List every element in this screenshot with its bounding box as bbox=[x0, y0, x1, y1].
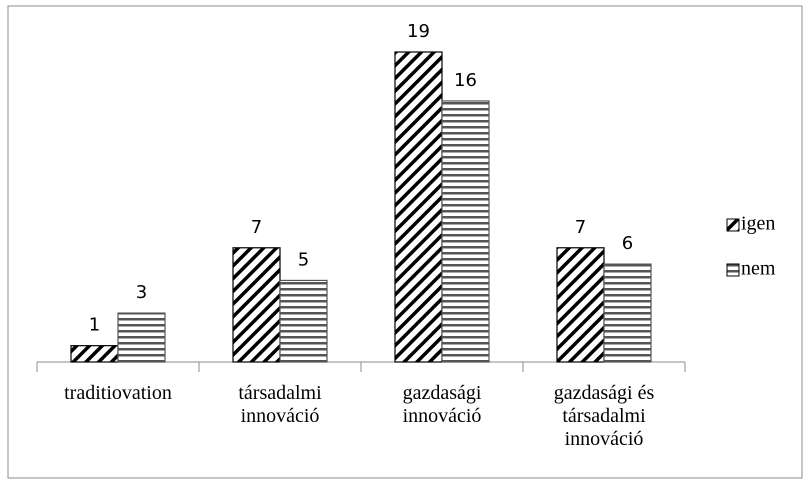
x-tick-label: gazdasági innováció bbox=[402, 382, 482, 427]
bar bbox=[556, 247, 605, 363]
legend-swatch bbox=[726, 218, 740, 232]
legend-label: nem bbox=[741, 258, 776, 280]
bar bbox=[603, 263, 652, 363]
data-label: 5 bbox=[298, 249, 309, 270]
bar bbox=[441, 100, 490, 363]
data-label: 6 bbox=[622, 233, 633, 254]
data-label: 19 bbox=[407, 21, 430, 42]
data-label: 3 bbox=[136, 282, 147, 303]
data-label: 7 bbox=[251, 217, 262, 238]
legend-label: igen bbox=[741, 213, 775, 235]
data-label: 1 bbox=[89, 315, 100, 336]
frame bbox=[7, 5, 803, 479]
data-label: 7 bbox=[575, 217, 586, 238]
bar bbox=[232, 247, 281, 363]
bar bbox=[70, 345, 119, 363]
data-label: 16 bbox=[454, 70, 477, 91]
bar bbox=[394, 51, 443, 363]
x-tick-label: társadalmi innováció bbox=[238, 382, 322, 427]
legend-swatch bbox=[726, 263, 740, 277]
bar bbox=[117, 312, 166, 363]
bar bbox=[279, 279, 328, 363]
x-tick-label: traditiovation bbox=[64, 382, 172, 404]
x-tick-label: gazdasági és társadalmi innováció bbox=[553, 382, 655, 450]
